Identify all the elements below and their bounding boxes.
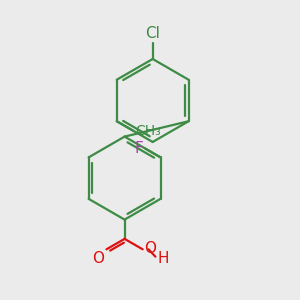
Text: F: F (134, 141, 143, 156)
Text: H: H (157, 251, 169, 266)
Text: CH₃: CH₃ (135, 124, 161, 138)
Text: O: O (92, 250, 104, 266)
Text: O: O (145, 241, 157, 256)
Text: Cl: Cl (145, 26, 160, 41)
